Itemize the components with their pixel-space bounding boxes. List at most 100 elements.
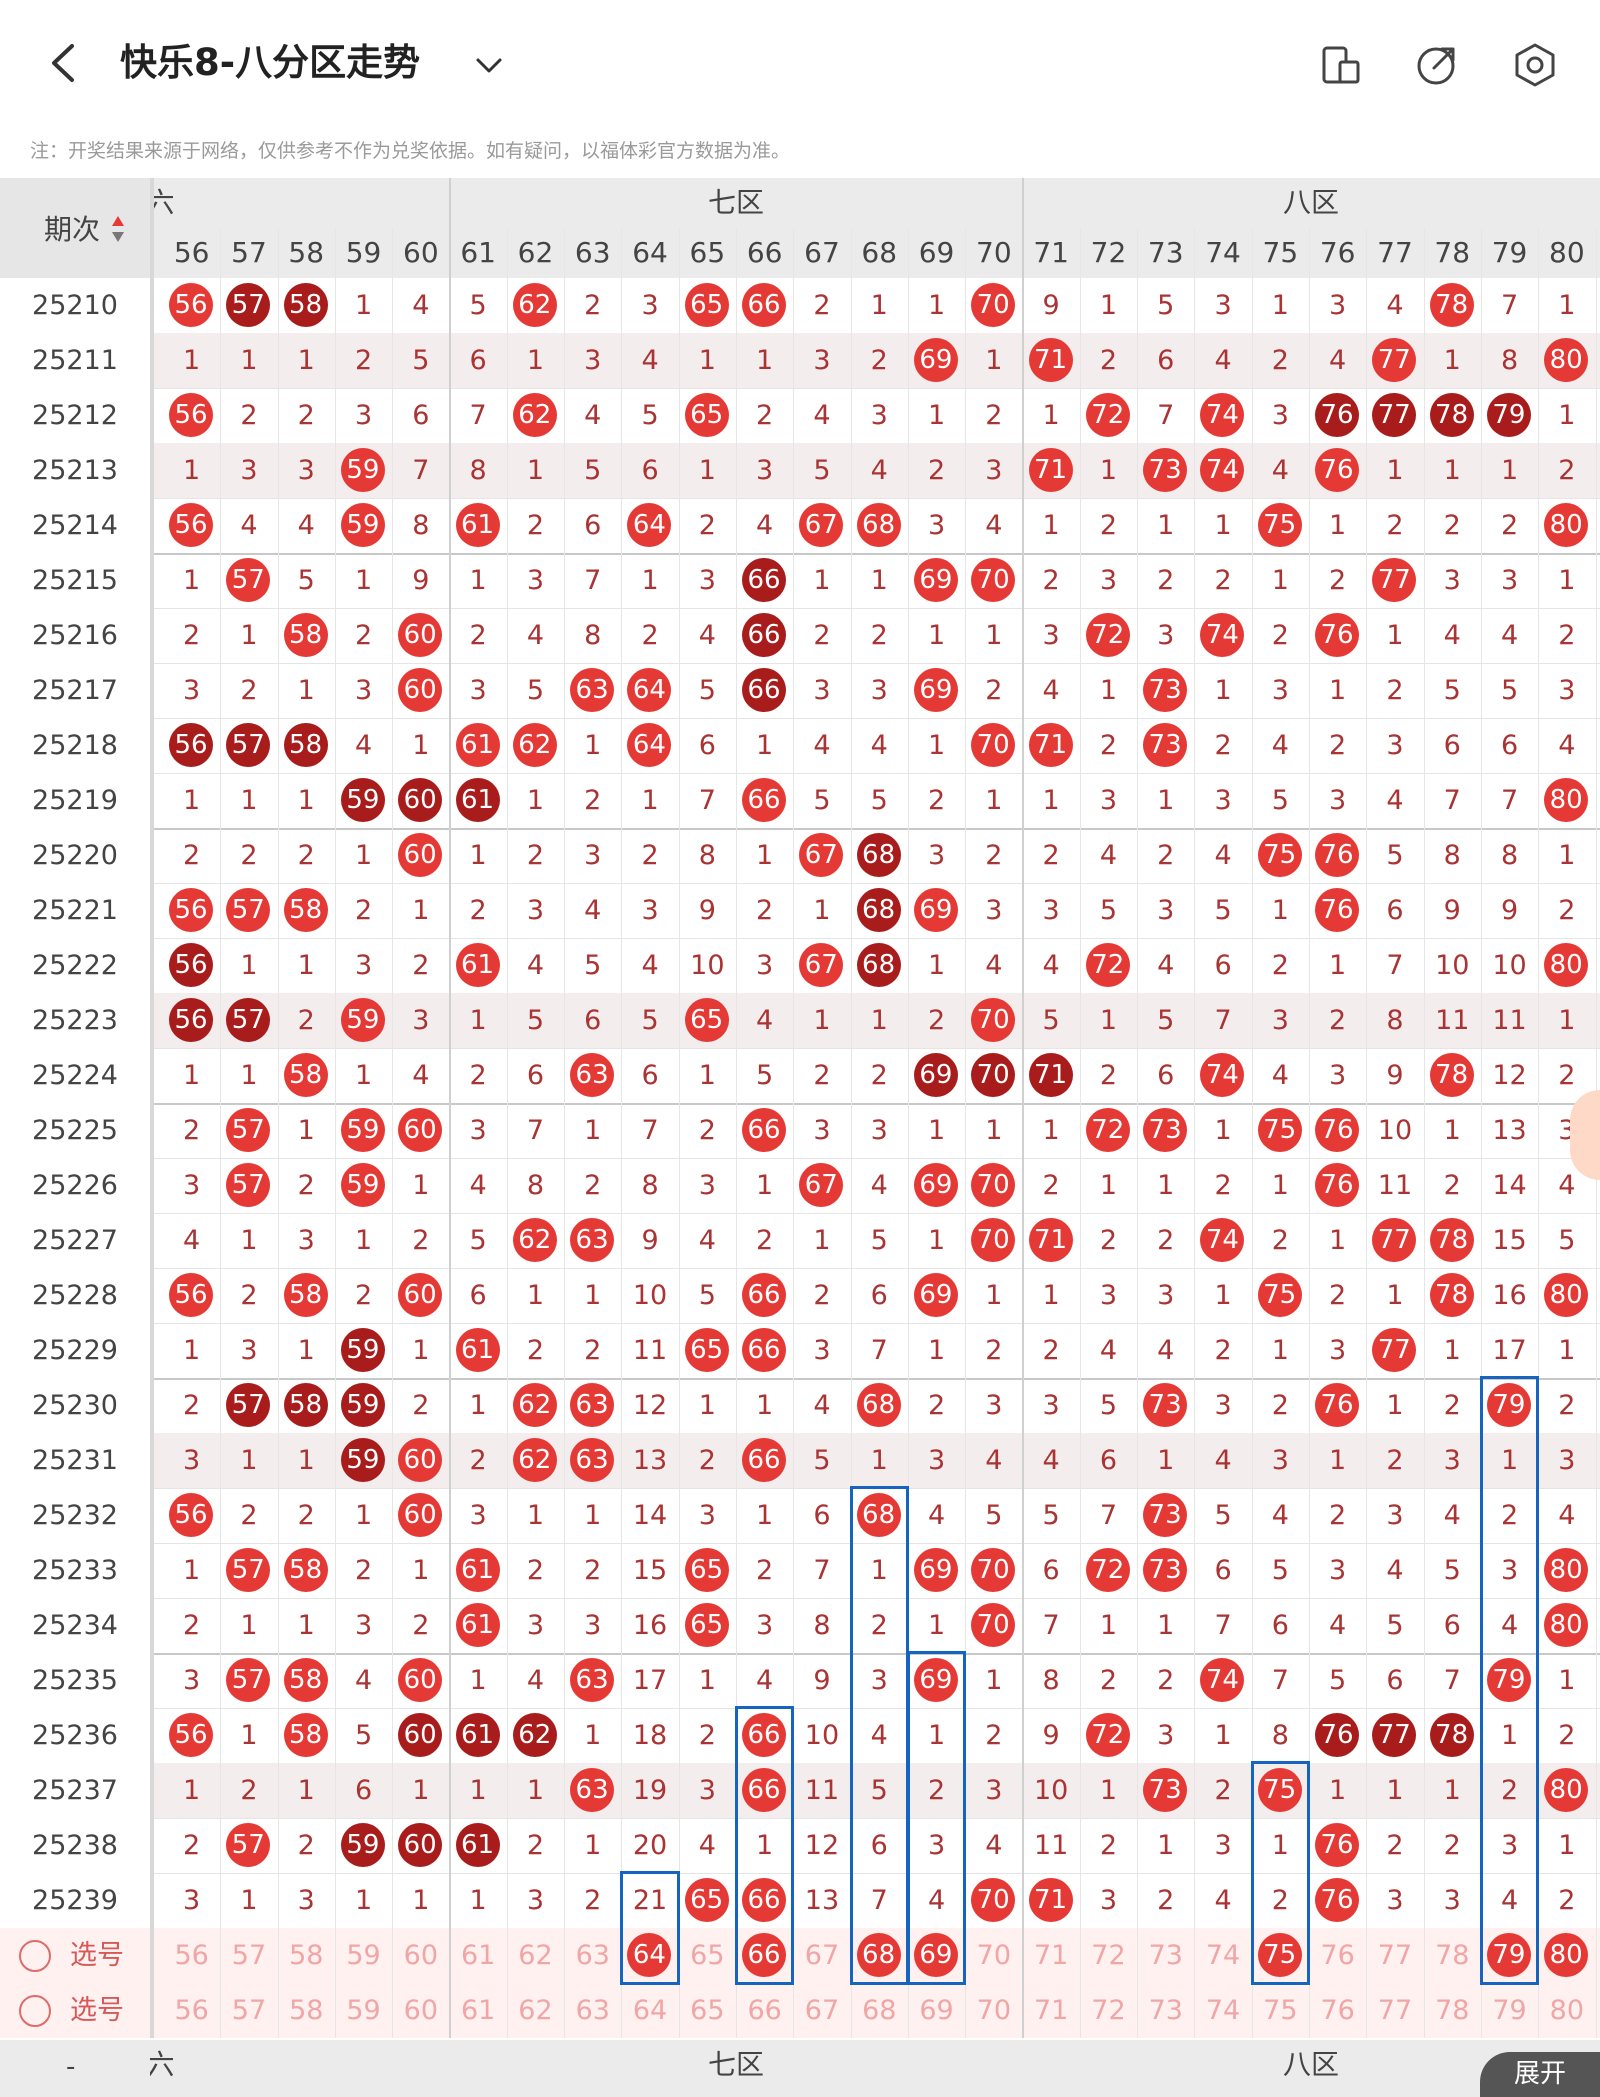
period-cell: 25213 [0,443,150,498]
select-number-74[interactable]: 74 [1205,1940,1241,1971]
share-icon[interactable] [1412,40,1462,90]
trend-cell-69: 3 [927,840,946,871]
row-divider [150,883,1600,884]
expand-button[interactable]: 展开 [1480,2052,1600,2097]
trend-cell-67: 3 [813,675,831,706]
trend-cell-70: 1 [985,1115,1003,1146]
column-header-69: 69 [918,236,955,269]
select-number-71[interactable]: 71 [1033,1940,1069,1971]
trend-cell-65: 6 [698,730,716,761]
select-number-65[interactable]: 65 [690,1995,725,2026]
select-number-71[interactable]: 71 [1033,1995,1069,2026]
trend-cell-74: 3 [1214,1830,1232,1861]
select-number-66[interactable]: 66 [736,1928,793,1983]
select-number-67[interactable]: 67 [804,1995,840,2026]
select-number-69[interactable]: 69 [908,1928,965,1983]
trend-cell-71: 1 [1042,400,1060,431]
select-number-57[interactable]: 57 [231,1995,267,2026]
select-number-63[interactable]: 63 [575,1995,610,2026]
select-number-row[interactable]: 选号 56 57 58 59 60 61 62 63 64 65 66 67 68 69 70 71 72 73 74… [0,1983,1600,2038]
select-number-75[interactable]: 75 [1252,1928,1309,1983]
select-number-76[interactable]: 76 [1320,1995,1355,2026]
select-number-79[interactable]: 79 [1481,1928,1538,1983]
trend-cell-73: 1 [1157,785,1175,816]
select-number-75[interactable]: 75 [1263,1995,1298,2026]
select-number-64[interactable]: 64 [621,1928,678,1983]
trend-cell-61: 5 [469,1225,487,1256]
trend-cell-69: 2 [927,785,946,816]
select-number-72[interactable]: 72 [1091,1995,1126,2026]
trend-cell-78: 7 [1443,785,1461,816]
trend-cell-78: 6 [1443,1610,1461,1641]
select-number-66[interactable]: 66 [747,1995,782,2026]
settings-icon[interactable] [1510,40,1560,90]
select-number-69[interactable]: 69 [919,1995,954,2026]
trend-cell-68: 5 [870,785,888,816]
select-number-68[interactable]: 68 [862,1995,897,2026]
select-number-61[interactable]: 61 [460,1940,496,1971]
trend-cell-61: 5 [469,290,487,321]
select-number-60[interactable]: 60 [403,1940,439,1971]
period-column-header[interactable]: 期次 [0,178,150,278]
trend-cell-72: 3 [1099,565,1118,596]
page-title[interactable]: 快乐8-八分区走势 [120,41,421,84]
column-header-80: 80 [1549,236,1585,269]
trend-cell-57: 1 [240,620,258,651]
select-number-58[interactable]: 58 [289,1940,324,1971]
device-switch-icon[interactable] [1316,40,1366,90]
drawn-number-ball: 68 [856,943,901,987]
trend-cell-63: 2 [584,1885,602,1916]
trend-highlight-box [620,1871,680,1985]
select-number-62[interactable]: 62 [518,1940,553,1971]
select-number-64[interactable]: 64 [632,1995,668,2026]
select-number-78[interactable]: 78 [1435,1995,1470,2026]
select-number-70[interactable]: 70 [976,1995,1012,2026]
select-radio-button[interactable] [19,1995,51,2027]
select-number-65[interactable]: 65 [690,1940,725,1971]
table-row: 25215 1 57 5 1 9 1 3 7 1 3 66 1 1 69 70 2 3 2 2 1 2 77 3 3 1 [0,553,1600,608]
select-number-57[interactable]: 57 [231,1940,267,1971]
trend-cell-69: 1 [927,290,946,321]
select-number-77[interactable]: 77 [1377,1940,1413,1971]
chevron-down-icon[interactable] [472,50,506,80]
sort-icon[interactable] [111,214,125,244]
select-number-62[interactable]: 62 [518,1995,553,2026]
trend-cell-59: 59 [335,1433,392,1488]
select-number-row[interactable]: 选号 56 57 58 59 60 61 62 63 64 65 66 67 68 69 70 71 72 73 74… [0,1928,1600,1983]
drawn-number-ball: 61 [455,1328,500,1372]
back-arrow-icon[interactable] [40,38,90,88]
select-number-77[interactable]: 77 [1377,1995,1413,2026]
select-number-56[interactable]: 56 [174,1940,209,1971]
select-number-61[interactable]: 61 [460,1995,496,2026]
select-number-73[interactable]: 73 [1148,1940,1183,1971]
select-number-60[interactable]: 60 [403,1995,439,2026]
select-radio-button[interactable] [19,1940,51,1972]
select-number-73[interactable]: 73 [1148,1995,1183,2026]
trend-cell-79: 1 [1500,455,1519,486]
drawn-number-ball: 56 [169,393,213,437]
select-number-72[interactable]: 72 [1091,1940,1126,1971]
trend-cell-65: 1 [698,1390,716,1421]
floating-assistant-icon[interactable] [1570,1090,1600,1180]
trend-cell-71: 3 [1042,1390,1060,1421]
select-number-59[interactable]: 59 [346,1940,381,1971]
select-number-78[interactable]: 78 [1435,1940,1470,1971]
table-row: 25229 1 3 1 59 1 61 2 2 11 65 66 3 7 1 2 2 4 4 2 1 3 77 1 17 1 [0,1323,1600,1378]
select-number-68[interactable]: 68 [851,1928,908,1983]
row-divider [150,553,1600,555]
trend-cell-65: 10 [690,950,725,981]
column-header-79: 79 [1491,236,1528,269]
select-number-70[interactable]: 70 [976,1940,1012,1971]
select-number-63[interactable]: 63 [575,1940,610,1971]
select-number-79[interactable]: 79 [1492,1995,1527,2026]
select-number-74[interactable]: 74 [1205,1995,1241,2026]
select-number-59[interactable]: 59 [346,1995,381,2026]
select-number-56[interactable]: 56 [174,1995,209,2026]
trend-cell-76: 76 [1309,1378,1366,1433]
select-number-67[interactable]: 67 [804,1940,840,1971]
select-number-80[interactable]: 80 [1549,1995,1585,2026]
trend-cell-58: 1 [297,950,315,981]
select-number-58[interactable]: 58 [289,1995,324,2026]
select-number-80[interactable]: 80 [1538,1928,1595,1983]
select-number-76[interactable]: 76 [1320,1940,1355,1971]
